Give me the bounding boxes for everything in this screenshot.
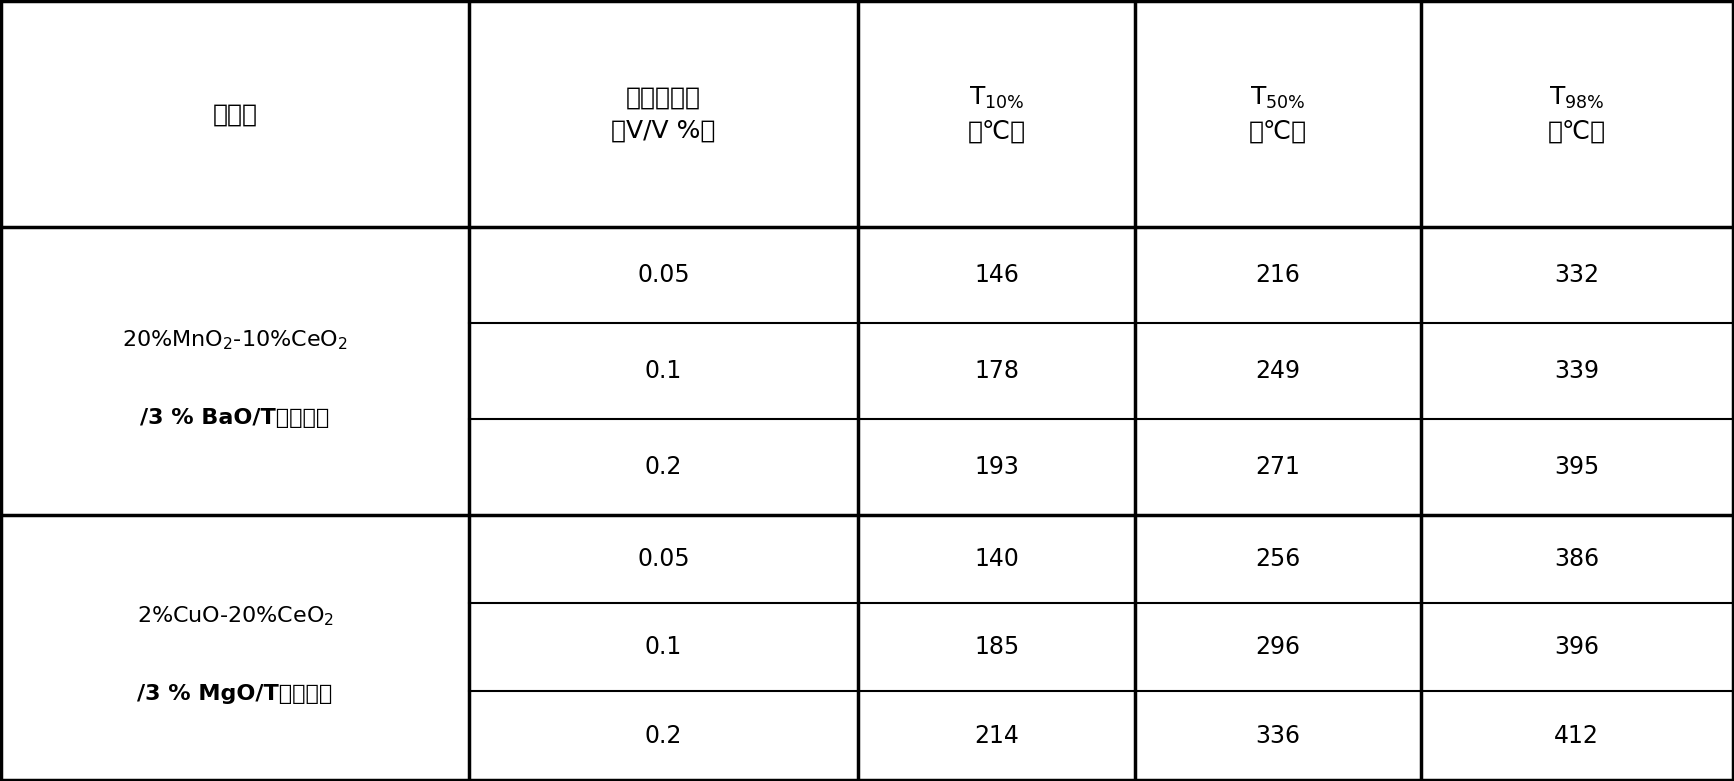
- Text: 396: 396: [1554, 635, 1599, 659]
- Text: 193: 193: [975, 455, 1020, 479]
- Text: 332: 332: [1554, 263, 1599, 287]
- Text: 185: 185: [975, 635, 1020, 659]
- Text: 395: 395: [1554, 455, 1599, 479]
- Text: 2%CuO-20%CeO$_2$: 2%CuO-20%CeO$_2$: [137, 604, 333, 628]
- Text: 386: 386: [1554, 547, 1599, 571]
- Text: 412: 412: [1554, 723, 1599, 747]
- Text: 0.2: 0.2: [645, 723, 681, 747]
- Text: 256: 256: [1255, 547, 1300, 571]
- Text: T$_{98\%}$
（℃）: T$_{98\%}$ （℃）: [1548, 84, 1606, 144]
- Text: 216: 216: [1255, 263, 1300, 287]
- Text: 296: 296: [1255, 635, 1300, 659]
- Text: 214: 214: [975, 723, 1020, 747]
- Text: 271: 271: [1255, 455, 1300, 479]
- Text: 20%MnO$_2$-10%CeO$_2$: 20%MnO$_2$-10%CeO$_2$: [123, 328, 349, 351]
- Text: 催化剂: 催化剂: [213, 102, 258, 127]
- Text: /3 % BaO/T－氧化铝: /3 % BaO/T－氧化铝: [140, 408, 329, 428]
- Text: 0.1: 0.1: [645, 635, 681, 659]
- Text: 249: 249: [1255, 359, 1300, 383]
- Text: 0.1: 0.1: [645, 359, 681, 383]
- Text: /3 % MgO/T－氧化铝: /3 % MgO/T－氧化铝: [137, 684, 333, 704]
- Text: 氯代苯浓度
（V/V %）: 氯代苯浓度 （V/V %）: [612, 85, 716, 143]
- Text: T$_{50\%}$
（℃）: T$_{50\%}$ （℃）: [1248, 84, 1307, 144]
- Text: 336: 336: [1255, 723, 1300, 747]
- Text: T$_{10\%}$
（℃）: T$_{10\%}$ （℃）: [968, 84, 1027, 144]
- Text: 140: 140: [975, 547, 1020, 571]
- Text: 339: 339: [1554, 359, 1599, 383]
- Text: 0.2: 0.2: [645, 455, 681, 479]
- Text: 0.05: 0.05: [638, 263, 690, 287]
- Text: 0.05: 0.05: [638, 547, 690, 571]
- Text: 178: 178: [975, 359, 1020, 383]
- Text: 146: 146: [975, 263, 1020, 287]
